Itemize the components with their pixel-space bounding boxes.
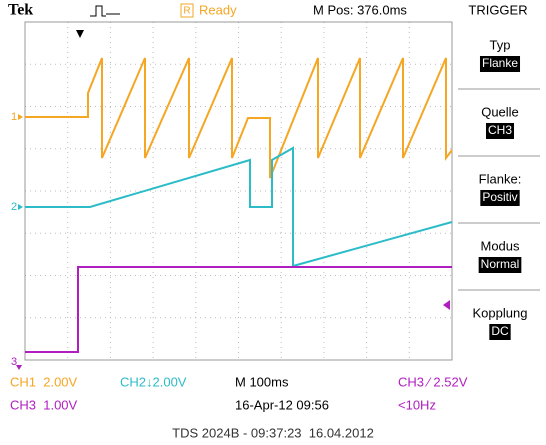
menu-value: DC: [491, 324, 509, 338]
trigger-position-marker: [76, 30, 84, 38]
ch3-arrow: [16, 365, 22, 370]
timebase: M 100ms: [235, 374, 289, 389]
menu-value: CH3: [488, 123, 512, 137]
menu-label: Typ: [490, 37, 511, 52]
menu-value-box: [485, 123, 515, 139]
position: M Pos: 376.0ms: [313, 2, 407, 17]
trigger-setting: CH3 ⁄ 2.52V: [398, 374, 468, 389]
date: 16-Apr-12 09:56: [235, 397, 329, 412]
menu-label: Modus: [480, 238, 520, 253]
frequency: <10Hz: [398, 397, 436, 412]
menu-value: Positiv: [482, 190, 517, 204]
trigger-menu: Typ Flanke Quelle CH3 Flanke: Positiv Modus Nor…: [458, 37, 540, 340]
ch1-waveform: [25, 57, 453, 179]
menu-label: Flanke:: [479, 171, 522, 186]
menu-title: TRIGGER: [468, 2, 527, 17]
ch3-marker: 3: [11, 356, 17, 368]
brand: Tek: [8, 2, 33, 19]
ch1-marker: 1: [11, 111, 17, 123]
menu-value: Normal: [481, 257, 520, 271]
menu-value-box: [478, 257, 522, 273]
menu-label: Quelle: [481, 104, 519, 119]
ch1-scale: CH1 2.00V: [10, 374, 78, 389]
status-icon: R: [183, 6, 190, 17]
ch3-scale: CH3 1.00V: [10, 397, 78, 412]
menu-value-box: [480, 190, 520, 206]
ch1-arrow: [18, 114, 23, 120]
ch2-marker: 2: [11, 201, 17, 213]
ch3-waveform: [25, 266, 452, 353]
graticule-border: [24, 21, 453, 361]
acquire-icon: [90, 5, 120, 17]
menu-value-box: [479, 56, 521, 72]
ch2-scale: CH2↓2.00V: [120, 374, 187, 389]
status-icon-box: [180, 3, 194, 18]
ch2-waveform: [25, 146, 453, 268]
caption: TDS 2024B - 09:37:23 16.04.2012: [172, 425, 374, 440]
trigger-level-marker: [443, 300, 450, 310]
menu-label: Kopplung: [473, 305, 528, 320]
ch2-arrow: [18, 204, 23, 210]
grid: [25, 22, 452, 360]
menu-value: Flanke: [482, 56, 518, 70]
menu-value-box: [489, 324, 511, 340]
status: Ready: [199, 2, 237, 17]
